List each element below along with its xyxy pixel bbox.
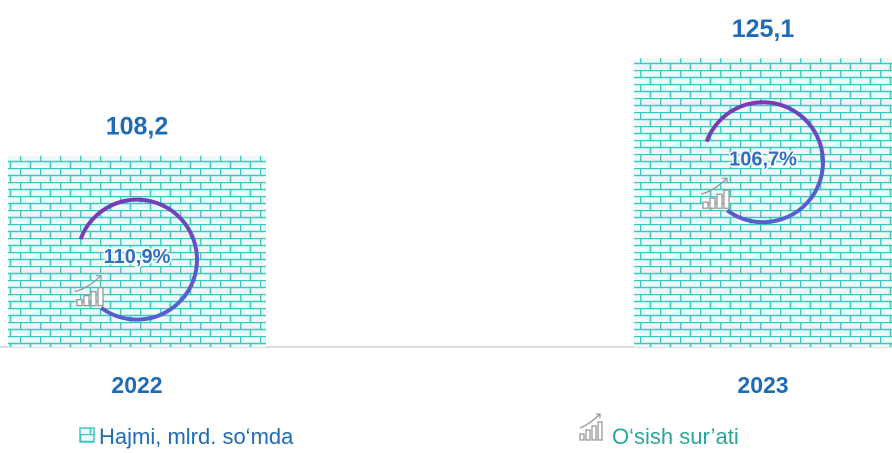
icon-arrow: [700, 177, 728, 195]
growth-icon: [74, 274, 104, 307]
legend-icon: [579, 413, 603, 441]
icon-bar: [90, 290, 97, 307]
icon-bar: [723, 189, 730, 209]
growth-label: 106,7%: [729, 149, 797, 171]
icon-bar: [702, 201, 709, 209]
icon-bar: [83, 294, 90, 307]
icon-bar: [76, 298, 83, 307]
value-label: 108,2: [106, 112, 169, 140]
growth-icon: [700, 177, 730, 209]
icon-bar: [716, 193, 723, 209]
growth-label: 110,9%: [104, 246, 171, 268]
legend-label: O‘sish sur’ati: [612, 424, 739, 449]
icon-bar: [709, 197, 716, 209]
bar: [8, 155, 266, 347]
growth-ring: [75, 197, 199, 322]
icon-arrow: [74, 274, 102, 293]
legend-label: Hajmi, mlrd. so‘mda: [99, 424, 294, 449]
growth-ring: [701, 100, 826, 225]
value-label: 125,1: [732, 15, 795, 43]
legend: Hajmi, mlrd. so‘mda O‘sish sur’ati: [79, 413, 739, 449]
x-tick-label: 2022: [111, 372, 162, 398]
legend-swatch: [79, 427, 95, 443]
icon-bar: [97, 286, 104, 307]
bar: [634, 58, 892, 347]
x-tick-label: 2023: [737, 372, 788, 398]
